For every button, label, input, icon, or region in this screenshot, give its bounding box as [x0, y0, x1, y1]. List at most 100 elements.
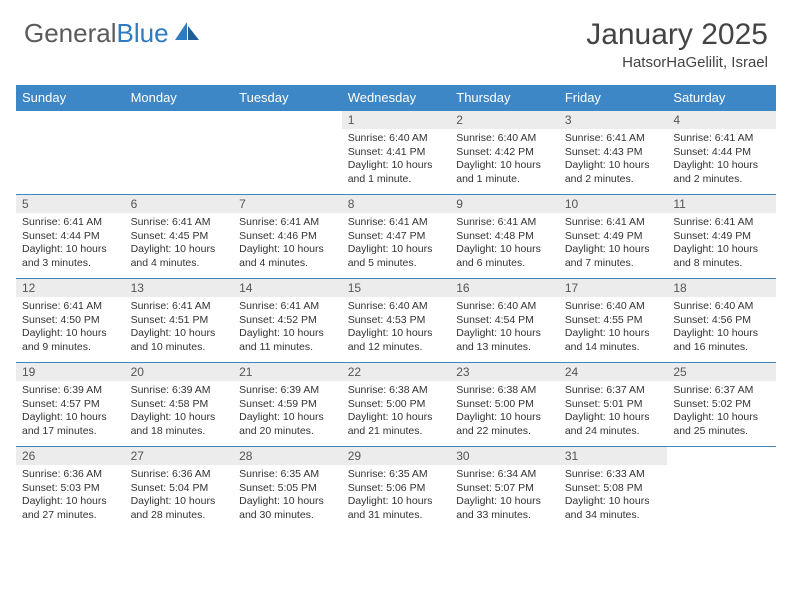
day-number: 29	[342, 447, 451, 465]
calendar-row: 26Sunrise: 6:36 AMSunset: 5:03 PMDayligh…	[16, 447, 776, 531]
sail-icon	[173, 18, 201, 49]
day-number: 21	[233, 363, 342, 381]
day-number: 5	[16, 195, 125, 213]
calendar-day: 18Sunrise: 6:40 AMSunset: 4:56 PMDayligh…	[667, 279, 776, 363]
day-content: Sunrise: 6:37 AMSunset: 5:01 PMDaylight:…	[559, 381, 668, 443]
day-number: 22	[342, 363, 451, 381]
day-content: Sunrise: 6:41 AMSunset: 4:49 PMDaylight:…	[667, 213, 776, 275]
calendar-day: 25Sunrise: 6:37 AMSunset: 5:02 PMDayligh…	[667, 363, 776, 447]
day-number: 18	[667, 279, 776, 297]
day-content: Sunrise: 6:38 AMSunset: 5:00 PMDaylight:…	[342, 381, 451, 443]
day-content: Sunrise: 6:41 AMSunset: 4:49 PMDaylight:…	[559, 213, 668, 275]
brand-logo: GeneralBlue	[24, 18, 201, 49]
day-number: 27	[125, 447, 234, 465]
day-content: Sunrise: 6:41 AMSunset: 4:52 PMDaylight:…	[233, 297, 342, 359]
calendar-table: SundayMondayTuesdayWednesdayThursdayFrid…	[16, 85, 776, 531]
calendar-row: 19Sunrise: 6:39 AMSunset: 4:57 PMDayligh…	[16, 363, 776, 447]
day-number: 7	[233, 195, 342, 213]
calendar-day: 29Sunrise: 6:35 AMSunset: 5:06 PMDayligh…	[342, 447, 451, 531]
day-content: Sunrise: 6:41 AMSunset: 4:44 PMDaylight:…	[16, 213, 125, 275]
day-content: Sunrise: 6:41 AMSunset: 4:46 PMDaylight:…	[233, 213, 342, 275]
day-number: 14	[233, 279, 342, 297]
calendar-day: 15Sunrise: 6:40 AMSunset: 4:53 PMDayligh…	[342, 279, 451, 363]
day-content: Sunrise: 6:34 AMSunset: 5:07 PMDaylight:…	[450, 465, 559, 527]
day-number: 6	[125, 195, 234, 213]
calendar-day: 2Sunrise: 6:40 AMSunset: 4:42 PMDaylight…	[450, 111, 559, 195]
calendar-day: 14Sunrise: 6:41 AMSunset: 4:52 PMDayligh…	[233, 279, 342, 363]
day-number: 3	[559, 111, 668, 129]
calendar-row: 5Sunrise: 6:41 AMSunset: 4:44 PMDaylight…	[16, 195, 776, 279]
calendar-empty	[667, 447, 776, 531]
calendar-day: 26Sunrise: 6:36 AMSunset: 5:03 PMDayligh…	[16, 447, 125, 531]
calendar-day: 9Sunrise: 6:41 AMSunset: 4:48 PMDaylight…	[450, 195, 559, 279]
calendar-day: 19Sunrise: 6:39 AMSunset: 4:57 PMDayligh…	[16, 363, 125, 447]
day-content: Sunrise: 6:35 AMSunset: 5:06 PMDaylight:…	[342, 465, 451, 527]
day-number: 24	[559, 363, 668, 381]
calendar-day: 6Sunrise: 6:41 AMSunset: 4:45 PMDaylight…	[125, 195, 234, 279]
day-content: Sunrise: 6:40 AMSunset: 4:41 PMDaylight:…	[342, 129, 451, 191]
day-number: 1	[342, 111, 451, 129]
day-number: 16	[450, 279, 559, 297]
calendar-day: 11Sunrise: 6:41 AMSunset: 4:49 PMDayligh…	[667, 195, 776, 279]
day-number: 31	[559, 447, 668, 465]
day-content: Sunrise: 6:40 AMSunset: 4:56 PMDaylight:…	[667, 297, 776, 359]
day-number: 28	[233, 447, 342, 465]
day-content: Sunrise: 6:36 AMSunset: 5:03 PMDaylight:…	[16, 465, 125, 527]
calendar-day: 20Sunrise: 6:39 AMSunset: 4:58 PMDayligh…	[125, 363, 234, 447]
header: GeneralBlue January 2025 HatsorHaGelilit…	[0, 0, 792, 79]
day-content: Sunrise: 6:35 AMSunset: 5:05 PMDaylight:…	[233, 465, 342, 527]
day-content: Sunrise: 6:40 AMSunset: 4:54 PMDaylight:…	[450, 297, 559, 359]
day-number: 26	[16, 447, 125, 465]
calendar-day: 17Sunrise: 6:40 AMSunset: 4:55 PMDayligh…	[559, 279, 668, 363]
day-content: Sunrise: 6:39 AMSunset: 4:59 PMDaylight:…	[233, 381, 342, 443]
day-content: Sunrise: 6:41 AMSunset: 4:43 PMDaylight:…	[559, 129, 668, 191]
calendar-day: 23Sunrise: 6:38 AMSunset: 5:00 PMDayligh…	[450, 363, 559, 447]
calendar-day: 16Sunrise: 6:40 AMSunset: 4:54 PMDayligh…	[450, 279, 559, 363]
calendar-empty	[233, 111, 342, 195]
calendar-day: 31Sunrise: 6:33 AMSunset: 5:08 PMDayligh…	[559, 447, 668, 531]
day-number: 15	[342, 279, 451, 297]
day-number: 11	[667, 195, 776, 213]
calendar-day: 5Sunrise: 6:41 AMSunset: 4:44 PMDaylight…	[16, 195, 125, 279]
calendar-row: 1Sunrise: 6:40 AMSunset: 4:41 PMDaylight…	[16, 111, 776, 195]
calendar-head: SundayMondayTuesdayWednesdayThursdayFrid…	[16, 85, 776, 111]
day-content: Sunrise: 6:41 AMSunset: 4:48 PMDaylight:…	[450, 213, 559, 275]
calendar-day: 10Sunrise: 6:41 AMSunset: 4:49 PMDayligh…	[559, 195, 668, 279]
calendar-body: 1Sunrise: 6:40 AMSunset: 4:41 PMDaylight…	[16, 111, 776, 531]
day-content: Sunrise: 6:40 AMSunset: 4:42 PMDaylight:…	[450, 129, 559, 191]
calendar-day: 28Sunrise: 6:35 AMSunset: 5:05 PMDayligh…	[233, 447, 342, 531]
day-number: 30	[450, 447, 559, 465]
title-block: January 2025 HatsorHaGelilit, Israel	[586, 18, 768, 71]
day-content: Sunrise: 6:41 AMSunset: 4:44 PMDaylight:…	[667, 129, 776, 191]
calendar-day: 22Sunrise: 6:38 AMSunset: 5:00 PMDayligh…	[342, 363, 451, 447]
weekday-header: Sunday	[16, 85, 125, 111]
day-number: 9	[450, 195, 559, 213]
day-number: 2	[450, 111, 559, 129]
calendar-day: 7Sunrise: 6:41 AMSunset: 4:46 PMDaylight…	[233, 195, 342, 279]
day-content: Sunrise: 6:41 AMSunset: 4:50 PMDaylight:…	[16, 297, 125, 359]
day-content: Sunrise: 6:39 AMSunset: 4:58 PMDaylight:…	[125, 381, 234, 443]
day-content: Sunrise: 6:41 AMSunset: 4:47 PMDaylight:…	[342, 213, 451, 275]
day-content: Sunrise: 6:40 AMSunset: 4:55 PMDaylight:…	[559, 297, 668, 359]
day-content: Sunrise: 6:33 AMSunset: 5:08 PMDaylight:…	[559, 465, 668, 527]
month-title: January 2025	[586, 18, 768, 52]
day-content: Sunrise: 6:37 AMSunset: 5:02 PMDaylight:…	[667, 381, 776, 443]
calendar-empty	[16, 111, 125, 195]
calendar-empty	[125, 111, 234, 195]
day-content: Sunrise: 6:39 AMSunset: 4:57 PMDaylight:…	[16, 381, 125, 443]
day-number: 25	[667, 363, 776, 381]
day-number: 10	[559, 195, 668, 213]
calendar-day: 1Sunrise: 6:40 AMSunset: 4:41 PMDaylight…	[342, 111, 451, 195]
weekday-header: Friday	[559, 85, 668, 111]
calendar-day: 13Sunrise: 6:41 AMSunset: 4:51 PMDayligh…	[125, 279, 234, 363]
day-content: Sunrise: 6:38 AMSunset: 5:00 PMDaylight:…	[450, 381, 559, 443]
weekday-header: Tuesday	[233, 85, 342, 111]
calendar-day: 8Sunrise: 6:41 AMSunset: 4:47 PMDaylight…	[342, 195, 451, 279]
day-content: Sunrise: 6:40 AMSunset: 4:53 PMDaylight:…	[342, 297, 451, 359]
brand-part2: Blue	[117, 18, 169, 49]
weekday-header: Saturday	[667, 85, 776, 111]
day-number: 12	[16, 279, 125, 297]
brand-part1: General	[24, 18, 117, 49]
day-number: 8	[342, 195, 451, 213]
calendar-day: 12Sunrise: 6:41 AMSunset: 4:50 PMDayligh…	[16, 279, 125, 363]
